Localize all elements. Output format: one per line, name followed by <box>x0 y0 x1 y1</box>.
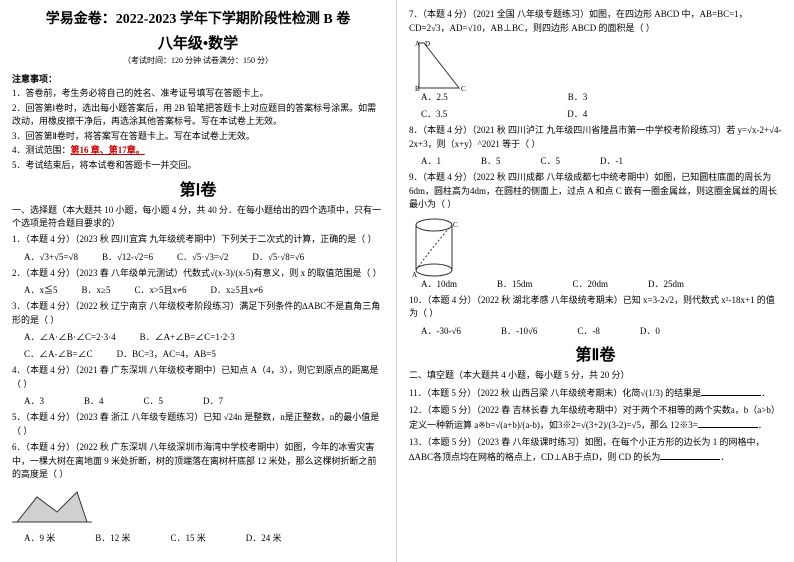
q1-opt-b: B．√12-√2=6 <box>102 250 153 263</box>
q2-opt-b: B．x≥5 <box>82 283 111 296</box>
q6-opt-d: D．24 米 <box>246 531 282 544</box>
q7-opt-c: C．3.5 <box>421 107 447 120</box>
q9-opt-d: D．25dm <box>648 277 684 290</box>
q4-opt-b: B．4 <box>84 394 104 407</box>
q7-figure: A D B C <box>409 38 479 88</box>
notice-item-4: 4．测试范围：第16 章、第17章。 <box>12 144 384 158</box>
svg-text:C: C <box>453 221 458 229</box>
q9-opt-b: B．15dm <box>497 277 533 290</box>
q7-opt-a: A．2.5 <box>421 90 448 103</box>
exam-info: （考试时间：120 分钟 试卷满分：150 分） <box>12 55 384 66</box>
q11-blank <box>701 385 761 396</box>
title-sub: 八年级•数学 <box>12 32 384 53</box>
q3-opt-d: D．BC=3，AC=4，AB=5 <box>117 347 216 360</box>
notice-item-2: 2．回答第Ⅰ卷时，选出每小题答案后，用 2B 铅笔把答题卡上对应题目的答案标号涂… <box>12 102 384 129</box>
q8-text: 8．（本题 4 分）（2021 秋 四川泸江 九年级四川省隆昌市第一中学校考阶段… <box>409 124 782 151</box>
q8-opt-b: B．5 <box>481 154 501 167</box>
q4-opt-a: A．3 <box>24 394 44 407</box>
q9-text: 9．（本题 4 分）（2022 秋 四川成都 八年级成都七中统考期中）如图，已知… <box>409 171 782 212</box>
q10-opt-d: D．0 <box>640 324 660 337</box>
q4-opt-c: C．5 <box>144 394 164 407</box>
q9-figure: A C <box>409 215 459 275</box>
q4-opt-d: D．7 <box>203 394 223 407</box>
notice-title: 注意事项： <box>12 72 384 85</box>
notice-item-1: 1．答卷前，考生务必将自己的姓名、准考证号填写在答题卡上。 <box>12 87 384 101</box>
svg-text:D: D <box>425 40 430 48</box>
section1-desc: 一、选择题（本大题共 10 小题，每小题 4 分，共 40 分．在每小题给出的四… <box>12 204 384 229</box>
q2-opt-d: D．x≥5且x≠6 <box>210 283 262 296</box>
q7-text: 7．（本题 4 分）（2021 全国 八年级专题练习）如图，在四边形 ABCD … <box>409 8 782 35</box>
q9-options: A．10dm B．15dm C．20dm D．25dm <box>421 277 782 290</box>
svg-text:C: C <box>461 85 466 93</box>
q7-opt-d: D．4 <box>567 107 587 120</box>
q8-opt-a: A．1 <box>421 154 441 167</box>
q2-opt-a: A．x≦5 <box>24 283 58 296</box>
q12-text: 12．（本题 5 分）（2022 春 吉林长春 九年级统考期中）对于两个不相等的… <box>409 404 782 433</box>
q2-text: 2．（本题 4 分）（2023 春 八年级单元测试）代数式√(x-3)/(x-5… <box>12 267 384 281</box>
q7-options-2: C．3.5 D．4 <box>421 107 782 120</box>
q4-text: 4．（本题 4 分）（2021 春 广东深圳 八年级校考期中）已知点 A（4，3… <box>12 364 384 391</box>
q5-text: 5．（本题 4 分）（2023 春 浙江 八年级专题练习）已知 √24n 是整数… <box>12 411 384 438</box>
svg-text:A: A <box>415 40 420 48</box>
q8-opt-c: C．5 <box>541 154 561 167</box>
section1-title: 第Ⅰ卷 <box>12 176 384 200</box>
q1-text: 1．（本题 4 分）（2023 秋 四川宜宾 九年级统考期中）下列关于二次式的计… <box>12 233 384 247</box>
q10-opt-b: B．-10√6 <box>501 324 537 337</box>
q10-opt-a: A．-30-√6 <box>421 324 461 337</box>
q11-text: 11．（本题 5 分）（2022 秋 山西吕梁 八年级统考期末）化简√(1/3)… <box>409 385 782 401</box>
q13-blank <box>660 449 720 460</box>
q1-options: A．√3+√5=√8 B．√12-√2=6 C．√5·√3=√2 D．√5·√8… <box>24 250 384 263</box>
q9-opt-c: C．20dm <box>573 277 609 290</box>
q2-options: A．x≦5 B．x≥5 C．x>5且x≠6 D．x≥5且x≠6 <box>24 283 384 296</box>
q1-opt-d: D．√5·√8=√6 <box>252 250 304 263</box>
q3-opt-a: A．∠A·∠B·∠C=2·3·4 <box>24 330 116 343</box>
section2-title: 第Ⅱ卷 <box>409 341 782 365</box>
notice-item-5: 5．考试结束后，将本试卷和答题卡一并交回。 <box>12 159 384 173</box>
q6-options: A．9 米 B．12 米 C．15 米 D．24 米 <box>24 531 384 544</box>
q6-opt-b: B．12 米 <box>95 531 130 544</box>
q6-opt-c: C．15 米 <box>171 531 206 544</box>
title-main: 学易金卷：2022-2023 学年下学期阶段性检测 B 卷 <box>12 8 384 28</box>
q1-opt-a: A．√3+√5=√8 <box>24 250 78 263</box>
q6-figure <box>12 487 92 527</box>
q8-options: A．1 B．5 C．5 D．-1 <box>421 154 782 167</box>
q10-opt-c: C．-8 <box>577 324 600 337</box>
q3-opt-c: C．∠A-∠B=∠C <box>24 347 93 360</box>
q7-opt-b: B．3 <box>568 90 588 103</box>
q10-text: 10．（本题 4 分）（2022 秋 湖北孝感 八年级统考期末）已知 x=3-2… <box>409 294 782 321</box>
q6-text: 6．（本题 4 分）（2022 秋 广东深圳 八年级深圳市海湾中学校考期中）如图… <box>12 441 384 482</box>
q10-options: A．-30-√6 B．-10√6 C．-8 D．0 <box>421 324 782 337</box>
q1-opt-c: C．√5·√3=√2 <box>177 250 228 263</box>
scope-red: 第16 章、第17章。 <box>71 145 145 155</box>
q2-opt-c: C．x>5且x≠6 <box>134 283 186 296</box>
svg-text:B: B <box>415 85 420 93</box>
q8-opt-d: D．-1 <box>600 154 623 167</box>
q3-options-2: C．∠A-∠B=∠C D．BC=3，AC=4，AB=5 <box>24 347 384 360</box>
q13-text: 13．（本题 5 分）（2023 春 八年级课时练习）如图，在每个小正方形的边长… <box>409 436 782 465</box>
q3-opt-b: B．∠A+∠B=∠C=1·2·3 <box>140 330 235 343</box>
section2-desc: 二、填空题（本大题共 4 小题，每小题 5 分，共 20 分） <box>409 369 782 382</box>
q9-opt-a: A．10dm <box>421 277 457 290</box>
q3-text: 3．（本题 4 分）（2022 秋 辽宁南京 八年级校考阶段练习）满足下列条件的… <box>12 300 384 327</box>
q4-options: A．3 B．4 C．5 D．7 <box>24 394 384 407</box>
notice-item-3: 3．回答第Ⅱ卷时，将答案写在答题卡上。写在本试卷上无效。 <box>12 130 384 144</box>
q6-opt-a: A．9 米 <box>24 531 55 544</box>
svg-text:A: A <box>412 271 417 279</box>
q12-blank <box>698 417 758 428</box>
q3-options: A．∠A·∠B·∠C=2·3·4 B．∠A+∠B=∠C=1·2·3 <box>24 330 384 343</box>
